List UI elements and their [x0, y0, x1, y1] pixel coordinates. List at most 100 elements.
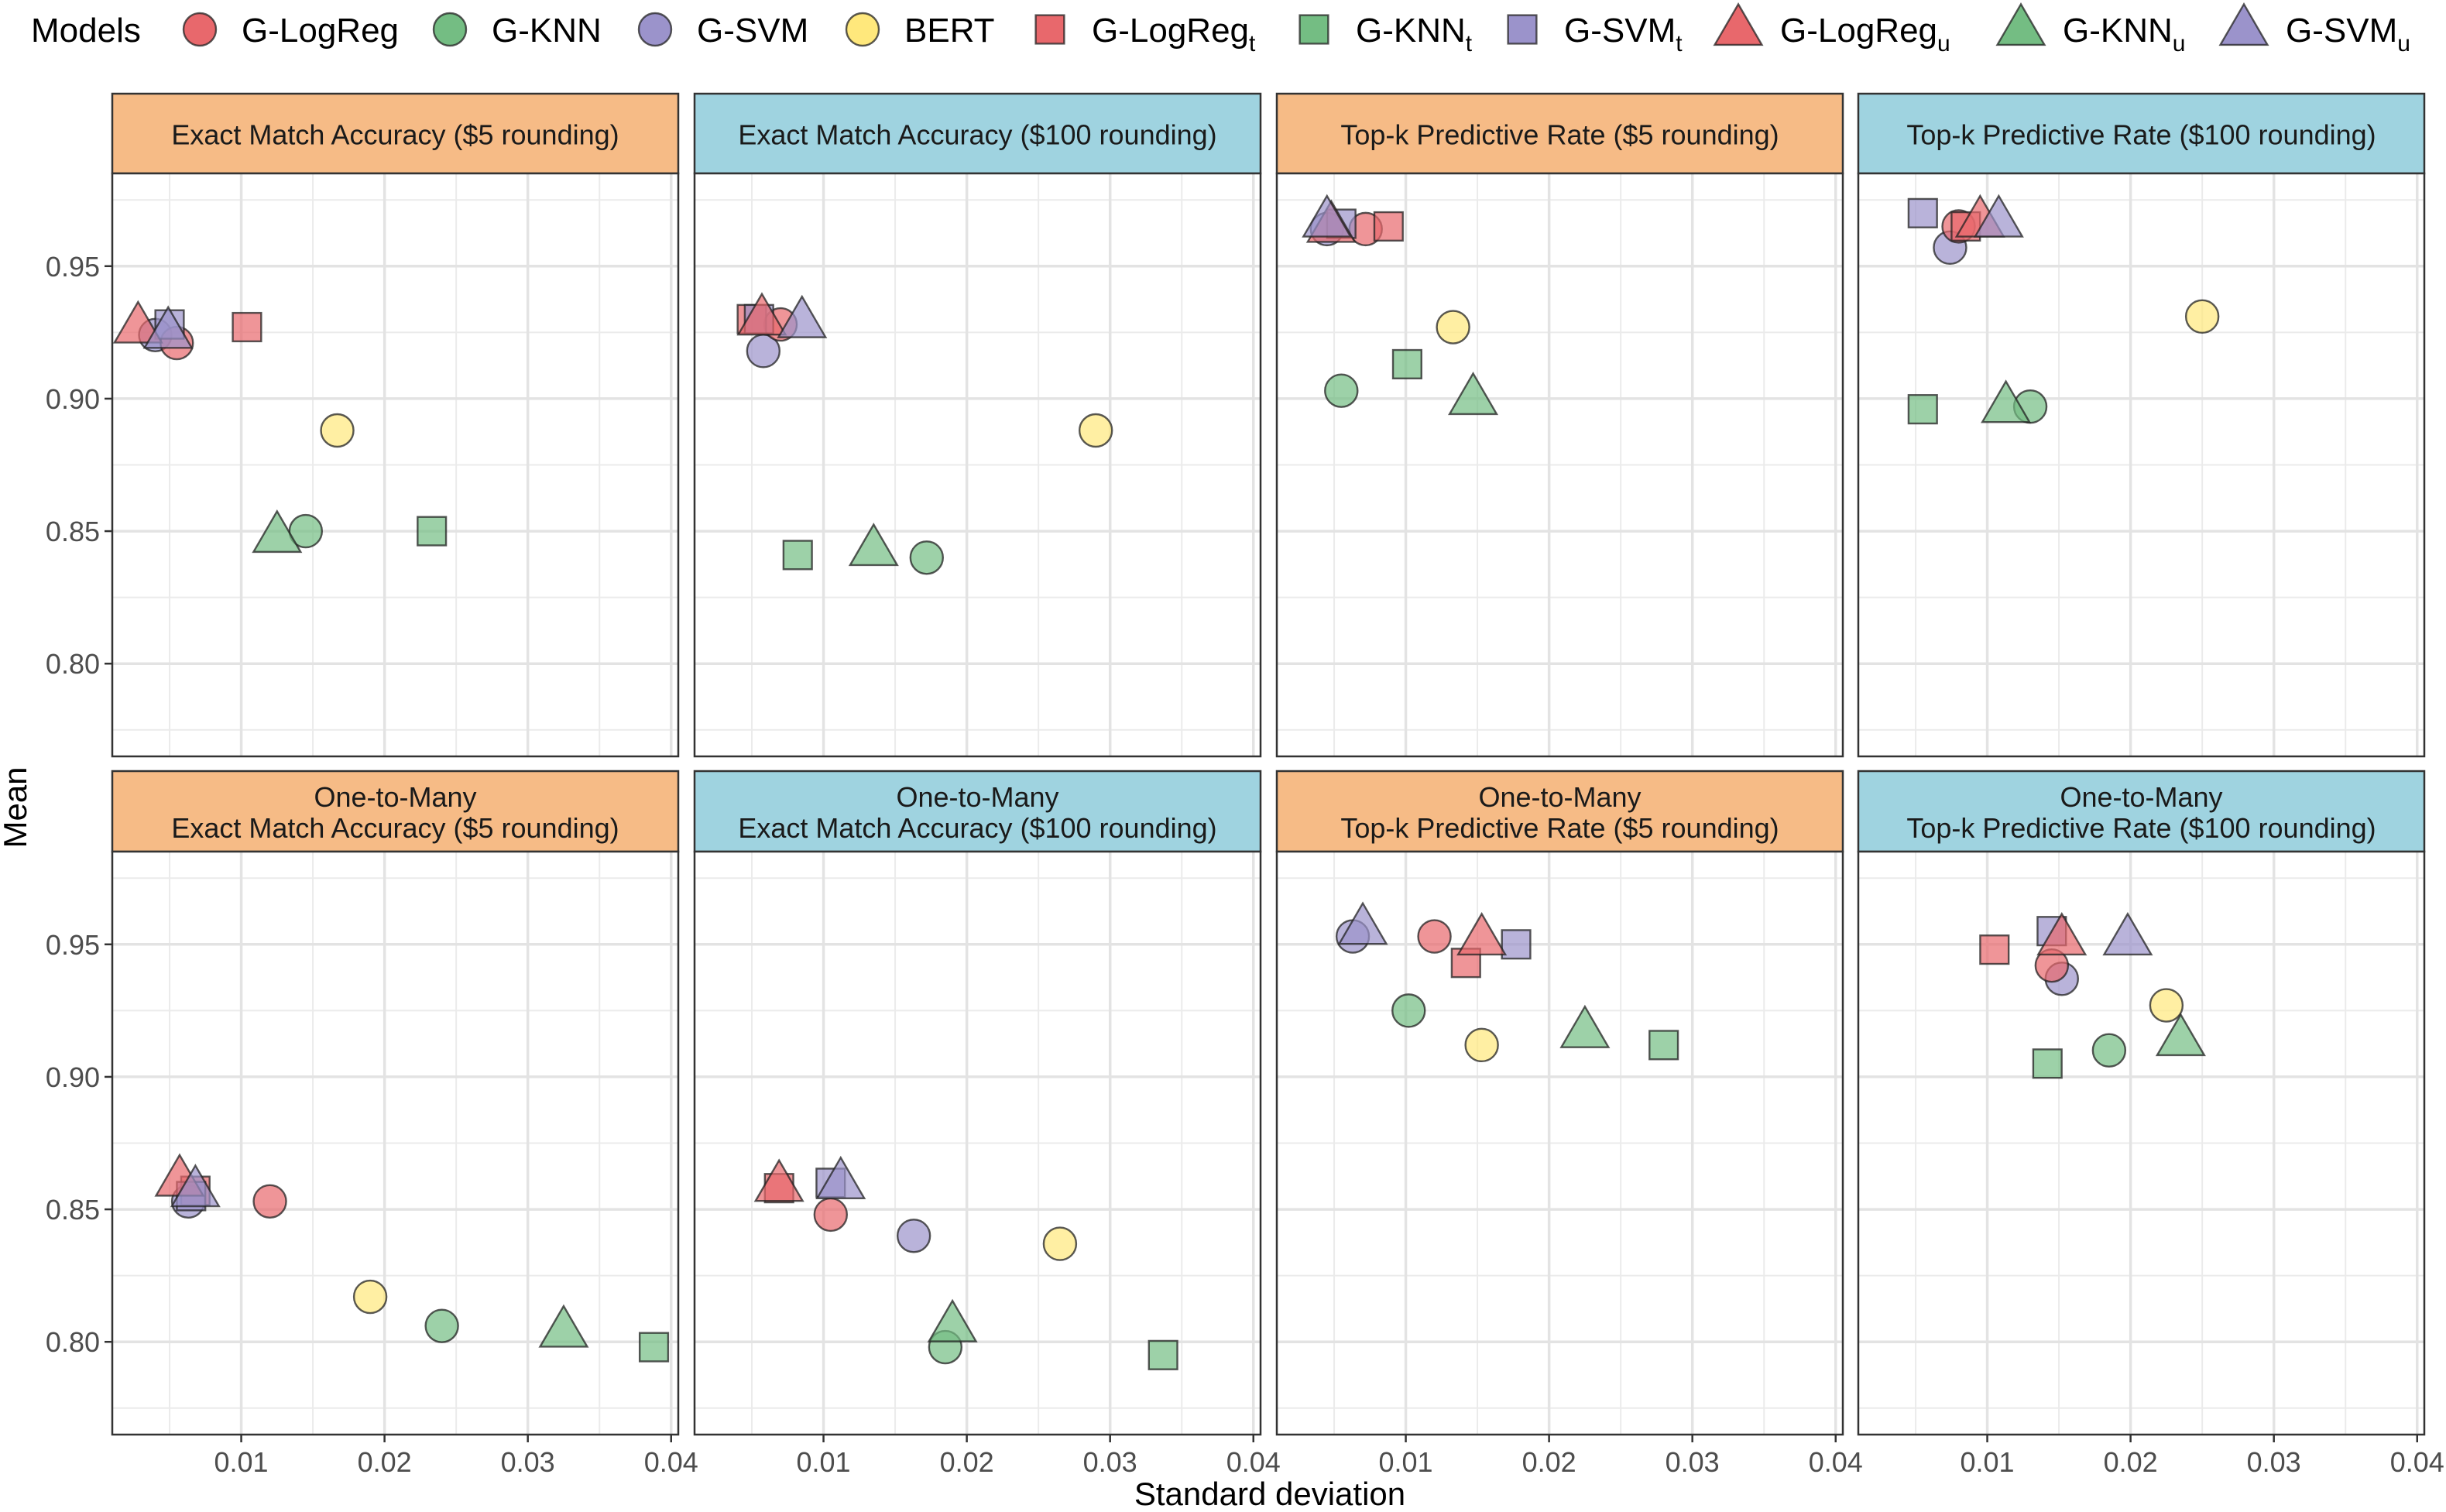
- panel-strip: [1857, 92, 2426, 175]
- triangle-legend-key-icon: [2218, 2, 2269, 46]
- data-point-g-knn-t: [2032, 1048, 2063, 1079]
- panel-strip: [1857, 770, 2426, 853]
- circle-legend-key-icon: [182, 12, 218, 47]
- panel-strip: [693, 770, 1262, 853]
- data-point-g-knn-u: [927, 1298, 978, 1342]
- y-tick-label: 0.80: [46, 1326, 100, 1358]
- legend-item-g-logreg-t: G-LogRegt: [1034, 12, 1256, 57]
- panel-title: Top-k Predictive Rate ($100 rounding): [1906, 119, 2376, 151]
- x-tick-label: 0.01: [797, 1446, 851, 1478]
- data-point-g-knn: [2091, 1033, 2127, 1068]
- legend-label: G-LogReg: [242, 12, 399, 50]
- panel-strip: [1275, 770, 1844, 853]
- data-point-g-knn-u: [2155, 1013, 2206, 1057]
- data-point-bert: [1436, 310, 1470, 345]
- data-point-g-logreg: [252, 1184, 287, 1219]
- data-point-bert: [352, 1279, 388, 1315]
- panel-2: Exact Match Accuracy ($100 rounding): [693, 92, 1262, 758]
- panel-title: Top-k Predictive Rate ($5 rounding): [1340, 812, 1779, 844]
- data-point-g-logreg: [813, 1197, 849, 1233]
- data-point-bert: [1464, 1027, 1499, 1063]
- legend-label: G-KNN: [492, 12, 602, 50]
- panel-title: One-to-Many: [314, 781, 476, 813]
- data-point-g-logreg-t: [1979, 934, 2010, 965]
- legend-item-g-logreg-u: G-LogRegu: [1713, 2, 1950, 57]
- legend-label: G-KNNt: [1356, 12, 1473, 57]
- square-legend-key-icon: [1298, 14, 1329, 45]
- data-point-g-knn: [909, 540, 945, 575]
- legend-label: G-SVM: [697, 12, 808, 50]
- data-point-bert: [2184, 299, 2220, 334]
- panel-strip: [111, 92, 680, 175]
- x-tick-label: 0.01: [1961, 1446, 2015, 1478]
- data-point-g-svm-u: [815, 1155, 866, 1199]
- data-point-bert: [1078, 413, 1113, 448]
- data-point-g-knn: [1324, 373, 1359, 408]
- data-point-g-knn-u: [252, 509, 303, 554]
- data-point-g-svm-u: [142, 305, 194, 349]
- legend-label: BERT: [904, 12, 995, 50]
- data-point-g-svm-u: [1302, 194, 1353, 238]
- data-point-g-svm-u: [1973, 194, 2024, 238]
- panel-strip: [1275, 92, 1844, 175]
- panel-title: One-to-Many: [2060, 781, 2222, 813]
- y-tick-label: 0.80: [46, 648, 100, 680]
- legend-item-g-logreg: G-LogReg: [182, 12, 399, 50]
- panel-title: One-to-Many: [896, 781, 1058, 813]
- legend-item-g-knn-t: G-KNNt: [1298, 12, 1473, 57]
- panel-1: Exact Match Accuracy ($5 rounding) 0.80 0.…: [46, 92, 680, 758]
- square-legend-key-icon: [1507, 14, 1538, 45]
- y-tick-label: 0.85: [46, 1194, 100, 1226]
- x-tick-label: 0.01: [1379, 1446, 1433, 1478]
- data-point-g-knn-t: [1148, 1339, 1178, 1370]
- data-point-g-logreg-u: [753, 1158, 804, 1202]
- data-point-g-knn: [1391, 993, 1426, 1028]
- x-tick-label: 0.01: [214, 1446, 269, 1478]
- data-point-g-knn-t: [782, 540, 813, 571]
- legend-label: G-LogRegt: [1092, 12, 1256, 57]
- panel-border: [693, 850, 1262, 1436]
- data-point-g-svm-u: [2102, 912, 2153, 956]
- data-point-g-knn-u: [1559, 1004, 1611, 1048]
- legend-item-bert: BERT: [845, 12, 995, 50]
- legend-label: G-SVMu: [2286, 12, 2410, 57]
- panel-title: Exact Match Accuracy ($5 rounding): [171, 812, 619, 844]
- panel-border: [1857, 850, 2426, 1436]
- data-point-g-logreg-t: [232, 311, 262, 343]
- panel-border: [111, 172, 680, 758]
- legend-label: G-SVMt: [1564, 12, 1683, 57]
- x-tick-label: 0.03: [501, 1446, 555, 1478]
- data-point-g-knn-u: [1981, 379, 2032, 423]
- panels: Exact Match Accuracy ($5 rounding) 0.80 0.…: [46, 92, 2444, 1478]
- y-tick-label: 0.95: [46, 251, 100, 283]
- data-point-g-knn-t: [1648, 1030, 1679, 1061]
- x-tick-label: 0.03: [1083, 1446, 1137, 1478]
- x-tick-label: 0.03: [2247, 1446, 2301, 1478]
- panel-border: [111, 850, 680, 1436]
- data-point-g-knn-u: [848, 523, 899, 567]
- data-point-g-knn-t: [638, 1332, 670, 1363]
- legend: Models G-LogReg G-KNN G-SVM BERT G-LogRegt G-…: [31, 2, 2410, 57]
- x-tick-label: 0.02: [1522, 1446, 1576, 1478]
- triangle-legend-key-icon: [1995, 2, 2046, 46]
- legend-item-g-svm-t: G-SVMt: [1507, 12, 1683, 57]
- triangle-legend-key-icon: [1713, 2, 1764, 46]
- data-point-g-logreg-u: [112, 300, 163, 344]
- x-tick-label: 0.04: [2390, 1446, 2444, 1478]
- data-point-g-knn: [424, 1308, 459, 1343]
- y-tick-label: 0.90: [46, 383, 100, 415]
- data-point-g-knn-u: [1448, 371, 1499, 416]
- panel-border: [1275, 850, 1844, 1436]
- panel-border: [1857, 172, 2426, 758]
- data-point-g-knn-u: [538, 1304, 589, 1348]
- legend-item-g-knn: G-KNN: [432, 12, 602, 50]
- legend-item-g-knn-u: G-KNNu: [1995, 2, 2185, 57]
- panel-title: Exact Match Accuracy ($100 rounding): [738, 812, 1216, 844]
- panel-title: Top-k Predictive Rate ($100 rounding): [1906, 812, 2376, 844]
- circle-legend-key-icon: [845, 12, 880, 47]
- panel-strip: [693, 92, 1262, 175]
